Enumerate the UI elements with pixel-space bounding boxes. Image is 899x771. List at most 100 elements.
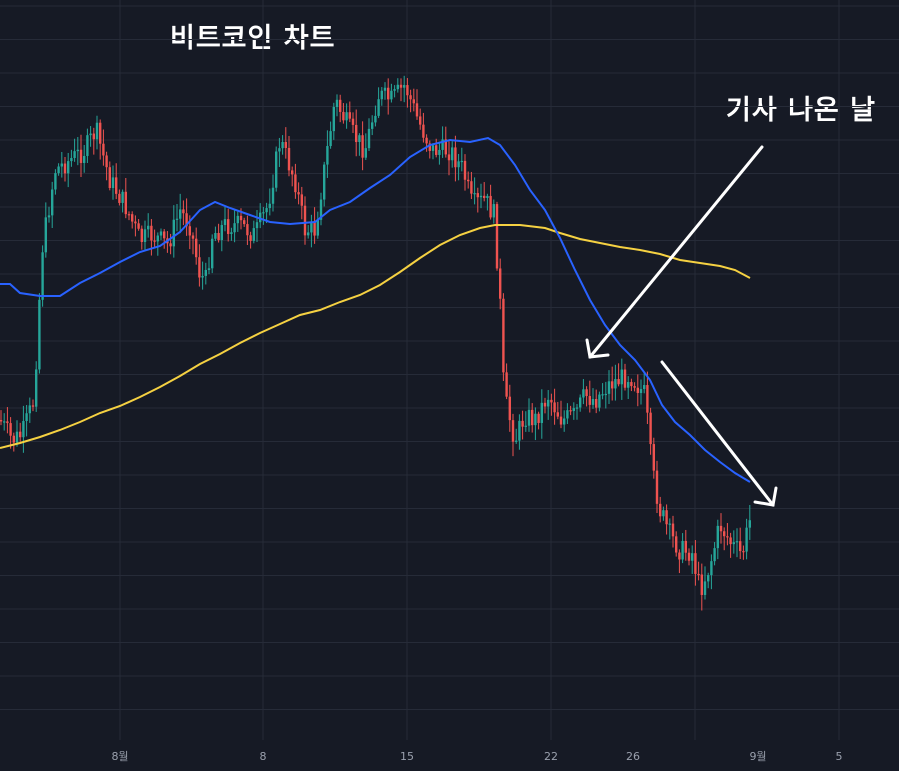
- candle-body: [323, 164, 326, 200]
- candle-body: [467, 179, 470, 182]
- candle-body: [191, 235, 195, 239]
- candle-body: [137, 223, 140, 229]
- candle-body: [652, 444, 655, 471]
- candle-body: [131, 214, 134, 222]
- candle-body: [732, 542, 735, 545]
- candle-body: [246, 224, 249, 236]
- candle-body: [108, 167, 111, 189]
- candle-body: [659, 503, 662, 517]
- candle-body: [198, 257, 201, 278]
- candle-body: [105, 155, 108, 168]
- candle-body: [649, 412, 652, 445]
- candle-body: [441, 139, 444, 150]
- candle-body: [278, 148, 281, 152]
- candle-body: [214, 232, 217, 239]
- candle-body: [563, 418, 566, 425]
- candle-body: [710, 561, 713, 576]
- candle-body: [499, 268, 502, 299]
- chart-grid: [0, 0, 899, 740]
- candle-body: [703, 581, 707, 595]
- candle-body: [143, 229, 147, 242]
- candle-body: [463, 160, 467, 180]
- candle-body: [723, 531, 726, 537]
- candle-body: [604, 393, 607, 396]
- candle-body: [595, 399, 598, 408]
- x-tick-label: 8월: [111, 750, 128, 763]
- candle-body: [63, 163, 67, 174]
- candle-body: [601, 394, 604, 396]
- candle-body: [150, 225, 153, 241]
- candle-body: [403, 85, 406, 88]
- candle-body: [591, 399, 595, 405]
- candle-body: [140, 228, 143, 242]
- candle-body: [207, 268, 211, 270]
- candle-body: [681, 540, 684, 560]
- candle-body: [67, 161, 70, 174]
- candle-body: [89, 133, 92, 136]
- candle-body: [268, 203, 271, 209]
- candle-body: [307, 232, 310, 236]
- candle-body: [153, 240, 156, 242]
- candle-body: [76, 149, 79, 152]
- chart-title: 비트코인 차트: [170, 23, 336, 54]
- candle-body: [636, 387, 639, 393]
- candle-body: [579, 397, 582, 408]
- candle-body: [521, 420, 524, 427]
- candle-body: [633, 386, 636, 388]
- candle-body: [524, 425, 527, 427]
- candle-body: [444, 139, 447, 155]
- candle-body: [425, 137, 428, 144]
- candle-body: [598, 394, 601, 408]
- candle-body: [134, 221, 137, 224]
- candle-body: [220, 225, 223, 241]
- candle-body: [550, 399, 553, 403]
- candle-body: [607, 381, 611, 394]
- candle-body: [691, 553, 694, 561]
- candle-body: [742, 551, 745, 553]
- candle-body: [345, 112, 348, 121]
- candle-body: [643, 385, 646, 390]
- candle-body: [438, 149, 441, 155]
- candle-body: [707, 575, 710, 582]
- candle-body: [511, 420, 515, 442]
- candle-body: [265, 208, 268, 213]
- candle-body: [303, 205, 307, 236]
- candle-body: [163, 231, 166, 239]
- candle-body: [335, 99, 339, 107]
- candle-body: [15, 431, 19, 443]
- candle-body: [35, 369, 38, 407]
- candle-body: [668, 523, 671, 525]
- candle-body: [540, 402, 543, 423]
- candle-body: [115, 177, 118, 194]
- candle-body: [393, 89, 396, 91]
- candle-body: [547, 399, 550, 407]
- candle-body: [243, 220, 246, 225]
- candle-body: [543, 402, 547, 407]
- candle-body: [60, 163, 63, 167]
- candle-body: [457, 161, 460, 168]
- candle-body: [697, 573, 700, 576]
- candle-body: [223, 219, 227, 226]
- candle-body: [236, 215, 239, 224]
- candle-body: [687, 552, 691, 561]
- candle-body: [553, 402, 556, 413]
- candle-body: [419, 116, 422, 125]
- candle-body: [358, 135, 361, 143]
- candle-body: [559, 416, 563, 425]
- x-tick-label: 8: [260, 750, 267, 763]
- candle-body: [12, 435, 15, 443]
- candle-body: [454, 147, 457, 168]
- x-tick-label: 26: [626, 750, 640, 763]
- candle-body: [726, 536, 729, 538]
- candle-body: [348, 112, 351, 119]
- candle-body: [630, 382, 633, 387]
- candle-body: [326, 146, 329, 165]
- candle-body: [41, 252, 44, 300]
- candle-body: [294, 174, 297, 193]
- candle-body: [291, 170, 294, 175]
- candle-body: [515, 440, 518, 442]
- candle-body: [476, 193, 479, 198]
- candlestick-series: [0, 75, 751, 611]
- candle-body: [31, 405, 35, 407]
- candle-body: [534, 413, 537, 426]
